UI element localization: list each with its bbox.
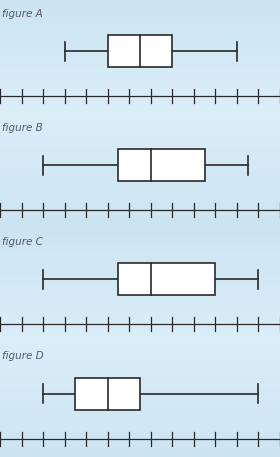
Bar xyxy=(75,377,140,410)
Bar xyxy=(108,35,172,67)
Bar xyxy=(118,149,205,181)
Text: figure C: figure C xyxy=(2,237,43,247)
Text: figure D: figure D xyxy=(2,351,44,361)
Text: figure A: figure A xyxy=(2,9,43,19)
Bar xyxy=(118,263,215,295)
Text: figure B: figure B xyxy=(2,123,43,133)
